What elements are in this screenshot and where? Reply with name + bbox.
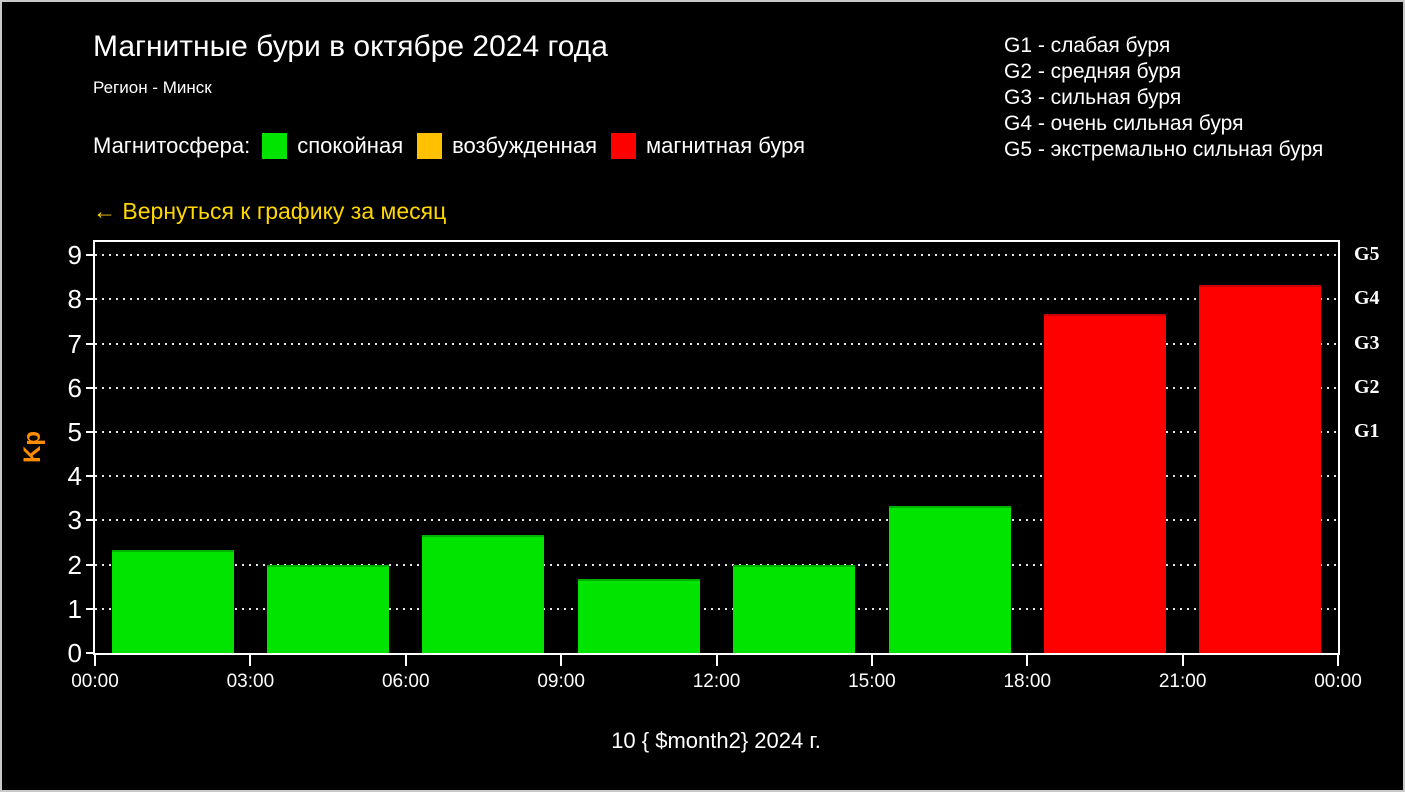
bar-15:00-18:00 (888, 505, 1011, 653)
x-tick-label-2: 06:00 (381, 671, 430, 692)
y-tick-label-2: 2 (67, 549, 82, 580)
legend-item-excited: возбужденная (417, 133, 597, 159)
x-tick-mark-3 (560, 655, 563, 666)
gridline-kp-8 (95, 298, 1338, 301)
y-tick-label-6: 6 (67, 372, 82, 403)
x-tick-mark-8 (1337, 655, 1339, 666)
y-axis-title-kp: Kp (19, 431, 46, 463)
x-tick-label-5: 15:00 (848, 671, 896, 692)
x-tick-label-6: 18:00 (1003, 671, 1052, 692)
y-tick-mark-9 (86, 254, 93, 257)
magnetosphere-legend: Магнитосфера: спокойная возбужденная маг… (93, 133, 819, 159)
y-tick-label-0: 0 (67, 638, 82, 668)
y-tick-label-4: 4 (67, 461, 82, 492)
x-tick-mark-0 (94, 655, 96, 666)
back-to-month-link[interactable]: ← Вернуться к графику за месяц (93, 198, 447, 224)
x-tick-mark-5 (870, 655, 873, 666)
excited-color-swatch (417, 133, 443, 159)
bar-06:00-09:00 (422, 535, 545, 653)
gridline-kp-6 (95, 386, 1338, 389)
right-axis-label-g5: G5 (1354, 243, 1380, 266)
x-tick-label-3: 09:00 (537, 671, 585, 692)
storm-scale-item-g5: G5 - экстремально сильная буря (1004, 138, 1324, 161)
x-tick-label-7: 21:00 (1158, 671, 1207, 692)
right-axis-label-g3: G3 (1354, 331, 1380, 354)
storm-scale-item-g1: G1 - слабая буря (1004, 34, 1171, 57)
bar-09:00-12:00 (577, 579, 700, 653)
x-axis-title-date: 10 { $month2} 2024 г. (611, 728, 821, 753)
y-tick-mark-5 (86, 431, 93, 434)
y-tick-label-3: 3 (67, 505, 82, 536)
right-axis-label-g1: G1 (1354, 420, 1380, 443)
gridline-kp-9 (95, 254, 1338, 257)
y-tick-label-7: 7 (67, 328, 82, 359)
y-tick-mark-7 (86, 342, 93, 345)
gridline-kp-5 (95, 431, 1338, 434)
right-axis-label-g2: G2 (1354, 375, 1380, 398)
x-tick-mark-4 (715, 655, 718, 666)
bar-00:00-03:00 (111, 550, 234, 653)
storm-scale-legend: G1 - слабая буря G2 - средняя буря G3 - … (1004, 33, 1323, 163)
x-tick-label-4: 12:00 (692, 671, 741, 692)
chart-plot-area (93, 240, 1340, 655)
magnetosphere-legend-label: Магнитосфера: (93, 133, 251, 158)
storm-scale-item-g2: G2 - средняя буря (1004, 60, 1182, 83)
gridline-kp-7 (95, 342, 1338, 345)
storm-scale-item-g4: G4 - очень сильная буря (1004, 112, 1244, 135)
bar-12:00-15:00 (733, 564, 856, 653)
y-tick-mark-1 (86, 607, 93, 610)
gridline-kp-3 (95, 519, 1338, 522)
x-tick-label-0: 00:00 (71, 671, 119, 692)
bar-18:00-21:00 (1043, 314, 1166, 653)
region-subtitle: Регион - Минск (93, 78, 212, 97)
legend-item-quiet: спокойная (262, 133, 403, 159)
storm-color-swatch (610, 133, 636, 159)
x-tick-mark-7 (1181, 655, 1184, 666)
legend-item-quiet-label: спокойная (297, 133, 404, 158)
y-tick-mark-0 (86, 652, 93, 654)
x-tick-mark-2 (404, 655, 407, 666)
y-tick-label-1: 1 (67, 593, 82, 624)
x-tick-label-8: 00:00 (1314, 671, 1362, 692)
y-tick-mark-2 (86, 563, 93, 566)
legend-item-storm: магнитная буря (610, 133, 806, 159)
y-tick-label-5: 5 (67, 417, 82, 448)
x-tick-label-1: 03:00 (226, 671, 275, 692)
y-tick-mark-6 (86, 386, 93, 389)
gridline-kp-1 (95, 607, 1338, 610)
bar-21:00-00:00 (1199, 284, 1322, 653)
legend-item-excited-label: возбужденная (452, 133, 597, 158)
page-title: Магнитные бури в октябре 2024 года (93, 30, 608, 63)
x-tick-mark-6 (1026, 655, 1029, 666)
gridline-kp-4 (95, 475, 1338, 478)
y-tick-mark-4 (86, 475, 93, 478)
quiet-color-swatch (262, 133, 288, 159)
y-tick-label-8: 8 (67, 284, 82, 315)
x-tick-mark-1 (249, 655, 252, 666)
y-tick-label-9: 9 (67, 240, 82, 271)
y-tick-mark-8 (86, 298, 93, 301)
gridline-kp-2 (95, 563, 1338, 566)
storm-scale-item-g3: G3 - сильная буря (1004, 86, 1182, 109)
bar-03:00-06:00 (267, 564, 390, 653)
y-tick-mark-3 (86, 519, 93, 522)
right-axis-label-g4: G4 (1354, 287, 1380, 310)
legend-item-storm-label: магнитная буря (645, 133, 806, 158)
